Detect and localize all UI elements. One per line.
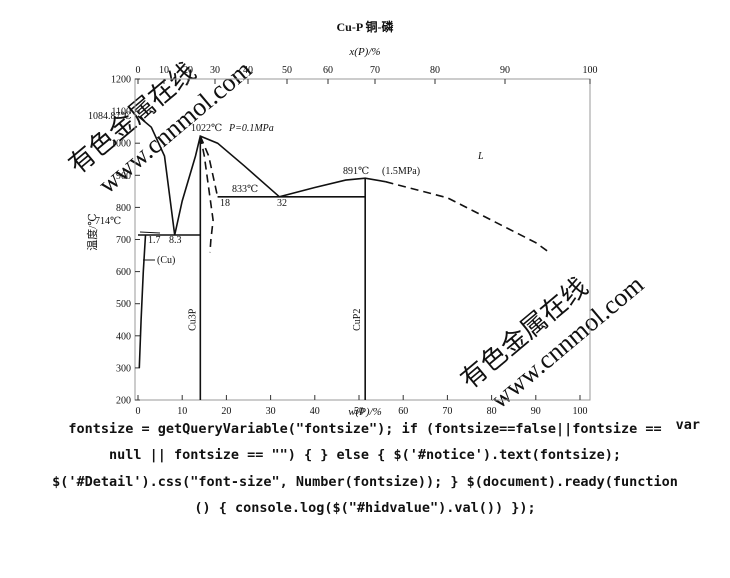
phase-boundary-dashed: [199, 135, 219, 197]
y-tick-label: 800: [116, 203, 131, 214]
code-text-block: fontsize = getQueryVariable("fontsize");…: [4, 416, 726, 522]
bottom-axis-label: w(P)/%: [348, 406, 382, 418]
compound-label: Cu3P: [187, 308, 198, 331]
annotation-label: 1022℃: [191, 123, 222, 134]
bottom-tick-label: 10: [177, 406, 187, 417]
bottom-tick-label: 40: [310, 406, 320, 417]
y-tick-label: 200: [116, 396, 131, 407]
bottom-tick-label: 70: [442, 406, 452, 417]
phase-boundary-dashed: [385, 180, 550, 253]
top-tick-label: 100: [583, 65, 598, 76]
annotation-label: L: [477, 151, 484, 162]
watermark-bottom: 有色金属在线 www.cnnmol.com: [455, 270, 649, 415]
annotation-label: (1.5MPa): [382, 166, 420, 177]
top-tick-label: 20: [183, 65, 193, 76]
y-tick-label: 700: [116, 235, 131, 246]
chart-title: Cu-P 铜-磷: [336, 19, 394, 34]
y-axis-label: 温度/℃: [85, 213, 99, 250]
annotation-label: 1.7: [148, 235, 161, 246]
top-tick-label: 60: [323, 65, 333, 76]
top-tick-label: 90: [500, 65, 510, 76]
phase-diagram: 有色金属在线 www.cnnmol.com 有色金属在线 www.cnnmol.…: [63, 19, 649, 418]
annotation-label: 714℃: [95, 216, 121, 227]
code-line-1: fontsize = getQueryVariable("fontsize");…: [68, 421, 662, 437]
code-line-4: () { console.log($("#hidvalue").val()) }…: [194, 500, 536, 517]
y-tick-label: 900: [116, 171, 131, 182]
y-tick-label: 1100: [111, 107, 131, 118]
annotation-label: 18: [220, 198, 230, 209]
annotation-label: 8.3: [169, 235, 182, 246]
annotations: 1084.87℃ 1022℃ P=0.1MPa 891℃ (1.5MPa) 833℃ 714…: [88, 111, 484, 266]
code-first-word: var: [675, 417, 700, 433]
bottom-tick-label: 60: [398, 406, 408, 417]
top-tick-label: 30: [210, 65, 220, 76]
top-tick-label: 10: [159, 65, 169, 76]
y-tick-label: 500: [116, 299, 131, 310]
phase-curves: Cu3P CuP2: [137, 115, 550, 400]
y-tick-label: 300: [116, 363, 131, 374]
bottom-tick-label: 90: [531, 406, 541, 417]
bottom-tick-label: 30: [266, 406, 276, 417]
bottom-tick-label: 100: [573, 406, 588, 417]
top-tick-label: 40: [243, 65, 253, 76]
annotation-label: (Cu): [157, 255, 175, 266]
compound-label: CuP2: [352, 309, 363, 331]
bottom-tick-label: 20: [221, 406, 231, 417]
annotation-label: 833℃: [232, 184, 258, 195]
bottom-tick-label: 80: [487, 406, 497, 417]
top-tick-label: 0: [136, 65, 141, 76]
code-line-2: null || fontsize == "") { } else { $('#n…: [108, 447, 622, 464]
y-tick-label: 1000: [111, 139, 131, 150]
y-tick-label: 400: [116, 331, 131, 342]
top-tick-label: 50: [282, 65, 292, 76]
annotation-label: 1084.87℃: [88, 111, 132, 122]
y-tick-label: 1200: [111, 75, 131, 86]
phase-boundary-solid: [138, 234, 147, 368]
code-line-3: $('#Detail').css("font-size", Number(fon…: [52, 473, 678, 490]
top-axis-label: x(P)/%: [348, 46, 380, 58]
annotation-label: 891℃: [343, 166, 369, 177]
phase-boundary-dashed: [199, 135, 214, 253]
bottom-tick-label: 0: [136, 406, 141, 417]
top-tick-label: 70: [370, 65, 380, 76]
annotation-label: P=0.1MPa: [228, 123, 274, 134]
714-leader-line: [139, 231, 161, 234]
y-tick-label: 600: [116, 267, 131, 278]
annotation-label: 32: [277, 198, 287, 209]
top-tick-label: 80: [430, 65, 440, 76]
bottom-tick-label: 50: [354, 406, 364, 417]
phase-boundary-solid: [137, 115, 386, 236]
